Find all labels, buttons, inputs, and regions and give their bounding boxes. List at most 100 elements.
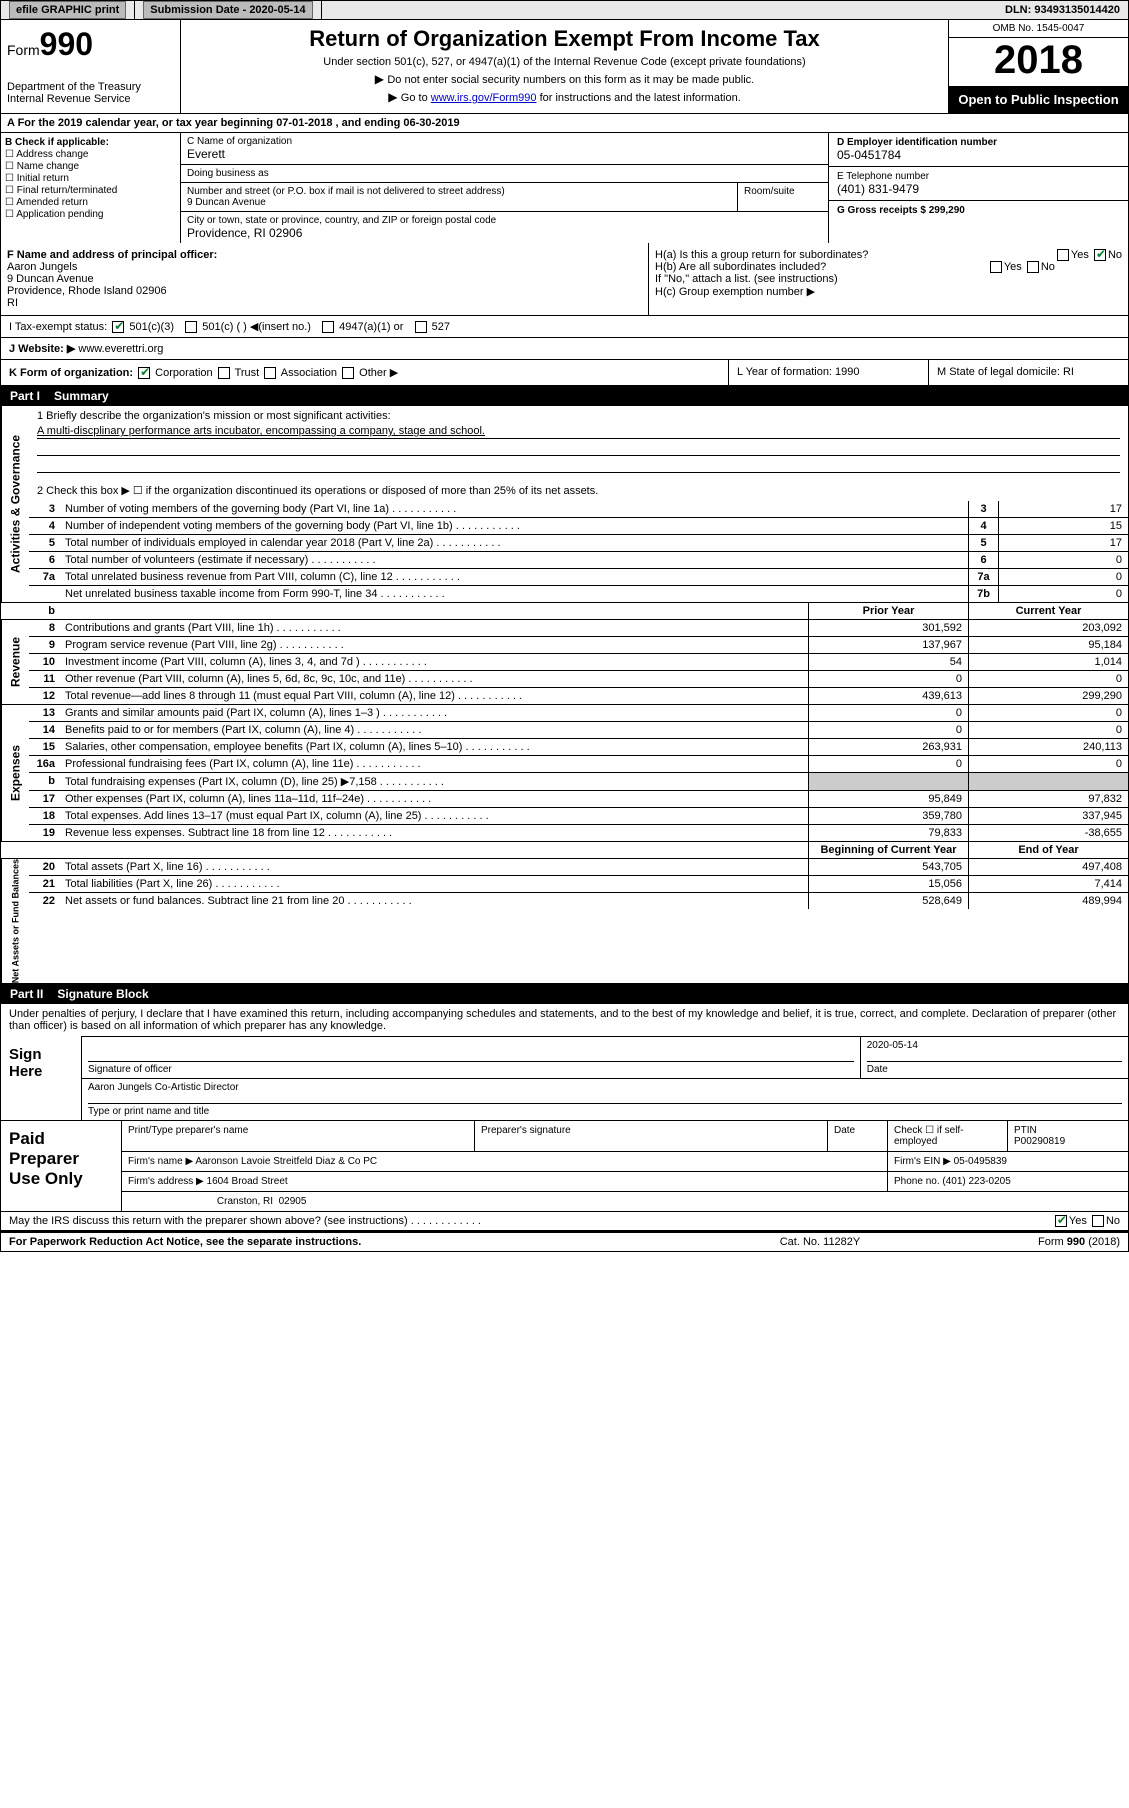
efile-label: efile GRAPHIC print	[1, 1, 135, 19]
begin-year-hdr: Beginning of Current Year	[808, 842, 968, 858]
table-row: 4 Number of independent voting members o…	[29, 518, 1128, 535]
current-year-hdr: Current Year	[968, 603, 1128, 619]
officer-addr2: Providence, Rhode Island 02906	[7, 285, 642, 297]
part2-header: Part II Signature Block	[0, 984, 1129, 1004]
net-header: Beginning of Current Year End of Year	[29, 842, 1128, 858]
phone-value: (401) 831-9479	[837, 182, 1120, 196]
revenue-block: Revenue 8 Contributions and grants (Part…	[0, 620, 1129, 705]
discuss-yes-check[interactable]	[1055, 1215, 1067, 1227]
firm-ein: Firm's EIN ▶ 05-0495839	[888, 1152, 1128, 1171]
table-row: 10 Investment income (Part VIII, column …	[29, 654, 1128, 671]
section-f: F Name and address of principal officer:…	[1, 243, 648, 315]
chk-initial-return[interactable]: ☐ Initial return	[5, 173, 176, 184]
expenses-tab: Expenses	[1, 705, 29, 841]
line2-discontinued: 2 Check this box ▶ ☐ if the organization…	[29, 480, 1128, 501]
chk-amended[interactable]: ☐ Amended return	[5, 197, 176, 208]
gross-receipts: G Gross receipts $ 299,290	[837, 205, 1120, 216]
street-label: Number and street (or P.O. box if mail i…	[187, 186, 731, 197]
form-number: 990	[40, 26, 93, 62]
phone-label: E Telephone number	[837, 171, 1120, 182]
firm-addr: Firm's address ▶ 1604 Broad Street	[122, 1172, 888, 1191]
street-value: 9 Duncan Avenue	[187, 197, 731, 208]
sig-officer-label: Signature of officer	[88, 1061, 854, 1075]
top-bar: efile GRAPHIC print Submission Date - 20…	[0, 0, 1129, 20]
form-word: Form	[7, 42, 40, 58]
firm-name: Firm's name ▶ Aaronson Lavoie Streitfeld…	[122, 1152, 888, 1171]
dept-label: Department of the Treasury Internal Reve…	[7, 81, 174, 105]
prep-name-lbl: Print/Type preparer's name	[122, 1121, 475, 1151]
chk-other[interactable]	[342, 367, 354, 379]
hc-label: H(c) Group exemption number ▶	[655, 285, 1122, 298]
ha-no-check[interactable]	[1094, 249, 1106, 261]
netassets-tab: Net Assets or Fund Balances	[1, 859, 29, 983]
table-row: b Total fundraising expenses (Part IX, c…	[29, 773, 1128, 791]
state-domicile: M State of legal domicile: RI	[928, 360, 1128, 385]
table-row: 21 Total liabilities (Part X, line 26) 1…	[29, 876, 1128, 893]
chk-trust[interactable]	[218, 367, 230, 379]
chk-527[interactable]	[415, 321, 427, 333]
officer-addr3: RI	[7, 297, 642, 309]
firm-phone: Phone no. (401) 223-0205	[888, 1172, 1128, 1191]
chk-corp[interactable]	[138, 367, 150, 379]
sign-here-label: Sign Here	[1, 1036, 81, 1120]
type-print-label: Type or print name and title	[88, 1103, 1122, 1117]
netassets-block: Net Assets or Fund Balances 20 Total ass…	[0, 859, 1129, 984]
form-ref: Form 990 (2018)	[920, 1236, 1120, 1248]
header-right: OMB No. 1545-0047 2018 Open to Public In…	[948, 20, 1128, 113]
governance-block: Activities & Governance 1 Briefly descri…	[0, 406, 1129, 603]
ha-yes-check[interactable]	[1057, 249, 1069, 261]
prep-sig-lbl: Preparer's signature	[475, 1121, 828, 1151]
chk-address-change[interactable]: ☐ Address change	[5, 149, 176, 160]
chk-assoc[interactable]	[264, 367, 276, 379]
officer-label: F Name and address of principal officer:	[7, 249, 642, 261]
section-b: B Check if applicable: ☐ Address change …	[1, 133, 181, 243]
chk-501c[interactable]	[185, 321, 197, 333]
part2-label: Part II	[10, 987, 57, 1001]
sig-date-label: Date	[867, 1061, 1122, 1075]
website-value: www.everettri.org	[75, 343, 163, 355]
hb-no-check[interactable]	[1027, 261, 1039, 273]
row-i: I Tax-exempt status: 501(c)(3) 501(c) ( …	[0, 316, 1129, 338]
sig-intro: Under penalties of perjury, I declare th…	[1, 1004, 1128, 1036]
irs-link[interactable]: www.irs.gov/Form990	[431, 92, 537, 104]
part1-header: Part I Summary	[0, 386, 1129, 406]
chk-name-change[interactable]: ☐ Name change	[5, 161, 176, 172]
chk-501c3[interactable]	[112, 321, 124, 333]
table-row: 19 Revenue less expenses. Subtract line …	[29, 825, 1128, 841]
part1-label: Part I	[10, 389, 54, 403]
table-row: 22 Net assets or fund balances. Subtract…	[29, 893, 1128, 909]
net-header-wrap: Beginning of Current Year End of Year	[0, 842, 1129, 859]
table-row: 13 Grants and similar amounts paid (Part…	[29, 705, 1128, 722]
table-row: 9 Program service revenue (Part VIII, li…	[29, 637, 1128, 654]
chk-final-return[interactable]: ☐ Final return/terminated	[5, 185, 176, 196]
hb-yes-check[interactable]	[990, 261, 1002, 273]
hb-label: H(b) Are all subordinates included?	[655, 261, 826, 273]
prep-self-emp: Check ☐ if self-employed	[888, 1121, 1008, 1151]
governance-tab: Activities & Governance	[1, 406, 29, 602]
ein-label: D Employer identification number	[837, 137, 1120, 148]
chk-app-pending[interactable]: ☐ Application pending	[5, 209, 176, 220]
room-label: Room/suite	[738, 183, 828, 211]
omb-label: OMB No. 1545-0047	[949, 20, 1128, 38]
dba-label: Doing business as	[187, 168, 822, 179]
end-year-hdr: End of Year	[968, 842, 1128, 858]
mission-label: 1 Briefly describe the organization's mi…	[37, 410, 1120, 422]
discuss-no-check[interactable]	[1092, 1215, 1104, 1227]
paid-preparer-label: Paid Preparer Use Only	[1, 1121, 121, 1211]
efile-print-button[interactable]: efile GRAPHIC print	[9, 1, 126, 19]
table-row: 17 Other expenses (Part IX, column (A), …	[29, 791, 1128, 808]
year-formation: L Year of formation: 1990	[728, 360, 928, 385]
section-fh: F Name and address of principal officer:…	[0, 243, 1129, 316]
ptin-label: PTIN	[1014, 1125, 1037, 1136]
mission-blank1	[37, 442, 1120, 456]
firm-city: Cranston, RI 02905	[122, 1192, 1128, 1211]
signature-block: Under penalties of perjury, I declare th…	[0, 1004, 1129, 1212]
submission-date-button[interactable]: Submission Date - 2020-05-14	[143, 1, 312, 19]
sig-date-value: 2020-05-14	[867, 1040, 1122, 1051]
chk-4947[interactable]	[322, 321, 334, 333]
form-title: Return of Organization Exempt From Incom…	[187, 26, 942, 52]
ptin-value: P00290819	[1014, 1136, 1065, 1147]
table-row: 6 Total number of volunteers (estimate i…	[29, 552, 1128, 569]
prior-current-header: b Prior Year Current Year	[29, 603, 1128, 619]
mission-block: 1 Briefly describe the organization's mi…	[29, 406, 1128, 480]
